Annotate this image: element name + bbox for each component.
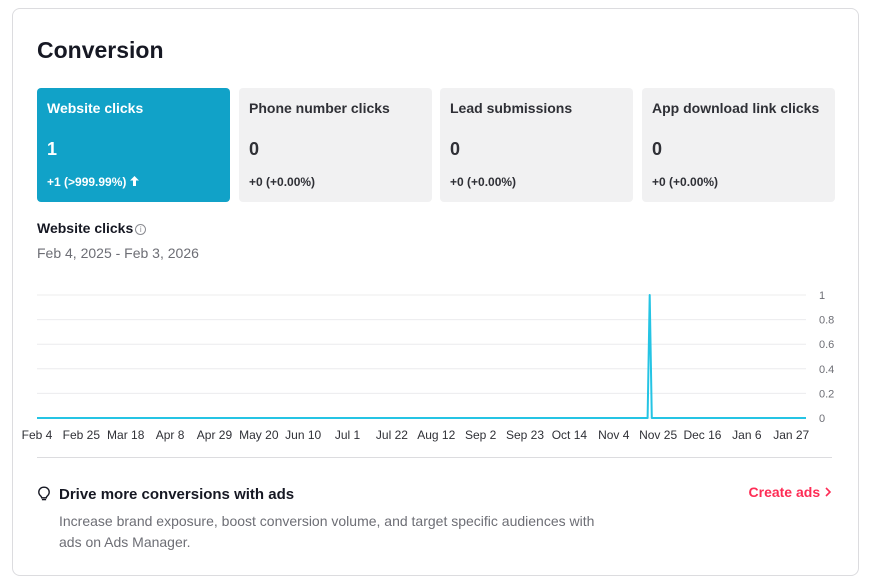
metric-value: 0 — [450, 139, 461, 159]
x-tick-label: Dec 16 — [683, 428, 721, 442]
metric-tab-app-download-link-clicks[interactable]: App download link clicks 0 +0 (+0.00%) — [642, 88, 835, 202]
lightbulb-icon — [37, 486, 51, 502]
x-tick-label: Oct 14 — [552, 428, 588, 442]
metric-value: 0 — [249, 139, 260, 159]
y-tick-label: 0 — [819, 413, 825, 425]
x-tick-label: Jan 27 — [773, 428, 809, 442]
y-tick-label: 1 — [819, 290, 825, 302]
x-tick-label: Apr 8 — [156, 428, 185, 442]
metric-tab-phone-number-clicks[interactable]: Phone number clicks 0 +0 (+0.00%) — [239, 88, 432, 202]
create-ads-link[interactable]: Create ads — [749, 484, 832, 500]
promo-title: Drive more conversions with ads — [59, 486, 295, 503]
x-tick-label: Jul 1 — [335, 428, 361, 442]
metric-label: Lead submissions — [450, 100, 573, 116]
website-clicks-chart: 0 0.2 0.4 0.6 0.8 1 Feb 4 Feb 25 Mar 18 Apr 8 Apr … — [13, 279, 860, 449]
card-title: Conversion — [37, 37, 164, 63]
x-tick-label: May 20 — [239, 428, 279, 442]
x-tick-label: Jan 6 — [732, 428, 762, 442]
metric-tab-website-clicks[interactable]: Website clicks 1 +1 (>999.99%) — [37, 88, 230, 202]
metric-value: 0 — [652, 139, 663, 159]
x-tick-label: Sep 2 — [465, 428, 497, 442]
metric-label: Phone number clicks — [249, 100, 390, 116]
x-tick-label: Sep 23 — [506, 428, 544, 442]
create-ads-label: Create ads — [748, 484, 821, 500]
x-tick-label: Aug 12 — [417, 428, 455, 442]
metric-delta: +0 (+0.00%) — [249, 175, 316, 189]
x-tick-label: Jul 22 — [376, 428, 408, 442]
metric-delta: +0 (+0.00%) — [450, 175, 517, 189]
line-chart-svg: 0 0.2 0.4 0.6 0.8 1 Feb 4 Feb 25 Mar 18 Apr 8 Apr … — [22, 290, 835, 442]
arrow-up-icon — [130, 175, 140, 189]
chart-title: Website clicks i — [37, 220, 147, 236]
x-tick-label: Feb 25 — [63, 428, 101, 442]
y-tick-label: 0.2 — [819, 388, 834, 400]
y-tick-label: 0.8 — [819, 315, 834, 327]
metric-tab-lead-submissions[interactable]: Lead submissions 0 +0 (+0.00%) — [440, 88, 633, 202]
promo-description: Increase brand exposure, boost conversio… — [59, 513, 595, 550]
x-tick-label: Nov 25 — [639, 428, 677, 442]
metric-delta-text: +1 (>999.99%) — [47, 175, 127, 189]
chart-title-text: Website clicks — [37, 220, 134, 236]
x-tick-label: Feb 4 — [22, 428, 53, 442]
metric-tabs: Website clicks 1 +1 (>999.99%) Phone num… — [37, 88, 836, 202]
conversion-card: Conversion Website clicks 1 +1 (>999.99%… — [12, 8, 859, 576]
x-tick-label: Jun 10 — [285, 428, 321, 442]
metric-label: App download link clicks — [652, 100, 820, 116]
x-tick-label: Apr 29 — [197, 428, 233, 442]
x-tick-label: Nov 4 — [598, 428, 630, 442]
metric-delta: +0 (+0.00%) — [652, 175, 719, 189]
info-circle-icon[interactable]: i — [135, 224, 147, 235]
x-tick-label: Mar 18 — [107, 428, 145, 442]
metric-value: 1 — [47, 139, 58, 159]
y-tick-label: 0.4 — [819, 364, 834, 376]
date-range: Feb 4, 2025 - Feb 3, 2026 — [37, 245, 199, 261]
metric-delta: +1 (>999.99%) — [47, 175, 140, 189]
metric-label: Website clicks — [47, 100, 144, 116]
series-line — [37, 294, 806, 419]
divider — [37, 457, 832, 458]
y-tick-label: 0.6 — [819, 339, 834, 351]
chevron-right-icon — [824, 484, 832, 500]
